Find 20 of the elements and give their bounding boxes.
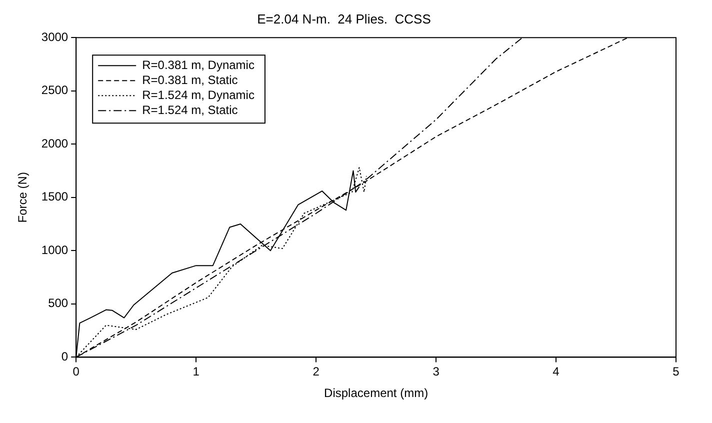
y-tick-label: 2000 [41, 136, 68, 150]
y-tick-label: 3000 [41, 30, 68, 44]
y-tick-label: 2500 [41, 83, 68, 98]
y-tick-label: 0 [61, 350, 68, 364]
chart-title: E=2.04 N-m. 24 Plies. CCSS [257, 11, 432, 26]
x-tick-label: 2 [312, 364, 320, 379]
legend-label: R=0.381 m, Static [142, 72, 238, 87]
x-tick-label: 3 [432, 364, 440, 379]
x-tick-label: 0 [72, 364, 80, 379]
y-tick-label: 1500 [41, 190, 68, 204]
y-tick-label: 1000 [41, 242, 68, 257]
legend-label: R=0.381 m, Dynamic [142, 58, 254, 72]
y-tick-label: 500 [48, 296, 68, 310]
x-tick-label: 5 [672, 364, 680, 379]
legend-label: R=1.524 m, Dynamic [142, 88, 254, 102]
y-axis-title: Force (N) [16, 172, 30, 223]
x-axis-title: Displacement (mm) [324, 386, 428, 400]
x-tick-label: 4 [552, 364, 560, 379]
legend-label: R=1.524 m, Static [142, 102, 238, 117]
x-tick-label: 1 [192, 364, 200, 379]
